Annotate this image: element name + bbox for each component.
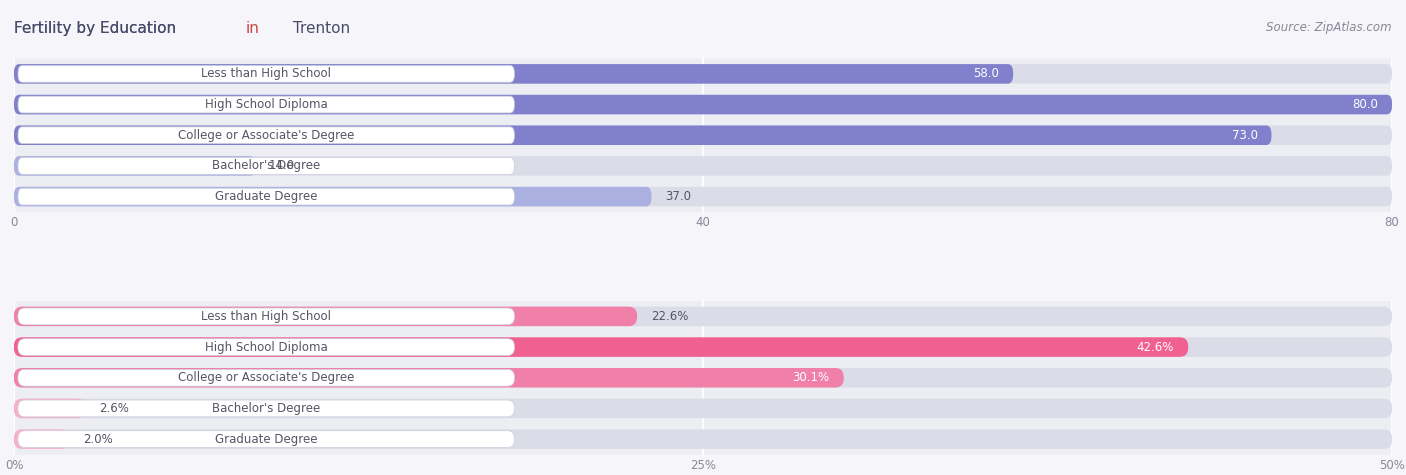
FancyBboxPatch shape <box>18 308 515 325</box>
Text: Graduate Degree: Graduate Degree <box>215 190 318 203</box>
Text: College or Associate's Degree: College or Associate's Degree <box>179 129 354 142</box>
FancyBboxPatch shape <box>14 151 1392 181</box>
FancyBboxPatch shape <box>14 301 1392 332</box>
FancyBboxPatch shape <box>14 64 1392 84</box>
FancyBboxPatch shape <box>18 400 515 417</box>
FancyBboxPatch shape <box>14 424 1392 455</box>
Text: in: in <box>246 21 260 37</box>
FancyBboxPatch shape <box>14 64 1014 84</box>
FancyBboxPatch shape <box>14 120 1392 151</box>
FancyBboxPatch shape <box>14 393 1392 424</box>
FancyBboxPatch shape <box>14 307 1392 326</box>
FancyBboxPatch shape <box>14 187 1392 206</box>
Text: Trenton: Trenton <box>288 21 350 37</box>
FancyBboxPatch shape <box>18 188 515 205</box>
FancyBboxPatch shape <box>14 307 637 326</box>
Text: Fertility by Education: Fertility by Education <box>14 21 181 37</box>
FancyBboxPatch shape <box>18 431 515 447</box>
Text: Bachelor's Degree: Bachelor's Degree <box>212 402 321 415</box>
FancyBboxPatch shape <box>14 89 1392 120</box>
Text: Graduate Degree: Graduate Degree <box>215 433 318 446</box>
Text: 73.0: 73.0 <box>1232 129 1257 142</box>
Text: 22.6%: 22.6% <box>651 310 688 323</box>
Text: 58.0: 58.0 <box>973 67 1000 80</box>
FancyBboxPatch shape <box>14 95 1392 114</box>
FancyBboxPatch shape <box>18 96 515 113</box>
FancyBboxPatch shape <box>18 66 515 82</box>
FancyBboxPatch shape <box>18 339 515 355</box>
FancyBboxPatch shape <box>14 368 844 388</box>
Text: 14.0: 14.0 <box>269 160 295 172</box>
Text: 42.6%: 42.6% <box>1137 341 1174 353</box>
FancyBboxPatch shape <box>14 156 256 176</box>
FancyBboxPatch shape <box>14 399 86 418</box>
FancyBboxPatch shape <box>18 127 515 143</box>
FancyBboxPatch shape <box>14 429 1392 449</box>
FancyBboxPatch shape <box>14 95 1392 114</box>
Text: 37.0: 37.0 <box>665 190 692 203</box>
Text: Less than High School: Less than High School <box>201 310 332 323</box>
Text: Fertility by Education: Fertility by Education <box>14 21 181 37</box>
FancyBboxPatch shape <box>14 429 69 449</box>
FancyBboxPatch shape <box>18 158 515 174</box>
Text: High School Diploma: High School Diploma <box>205 98 328 111</box>
FancyBboxPatch shape <box>14 362 1392 393</box>
FancyBboxPatch shape <box>14 125 1271 145</box>
FancyBboxPatch shape <box>14 58 1392 89</box>
Text: Bachelor's Degree: Bachelor's Degree <box>212 160 321 172</box>
Text: 30.1%: 30.1% <box>793 371 830 384</box>
FancyBboxPatch shape <box>14 337 1392 357</box>
FancyBboxPatch shape <box>14 187 651 206</box>
FancyBboxPatch shape <box>14 156 1392 176</box>
FancyBboxPatch shape <box>14 337 1188 357</box>
FancyBboxPatch shape <box>14 125 1392 145</box>
FancyBboxPatch shape <box>18 370 515 386</box>
Text: 2.0%: 2.0% <box>83 433 112 446</box>
Text: High School Diploma: High School Diploma <box>205 341 328 353</box>
Text: College or Associate's Degree: College or Associate's Degree <box>179 371 354 384</box>
FancyBboxPatch shape <box>14 181 1392 212</box>
FancyBboxPatch shape <box>14 332 1392 362</box>
Text: Source: ZipAtlas.com: Source: ZipAtlas.com <box>1267 21 1392 34</box>
FancyBboxPatch shape <box>14 399 1392 418</box>
Text: 2.6%: 2.6% <box>100 402 129 415</box>
FancyBboxPatch shape <box>14 368 1392 388</box>
Text: 80.0: 80.0 <box>1353 98 1378 111</box>
Text: Less than High School: Less than High School <box>201 67 332 80</box>
